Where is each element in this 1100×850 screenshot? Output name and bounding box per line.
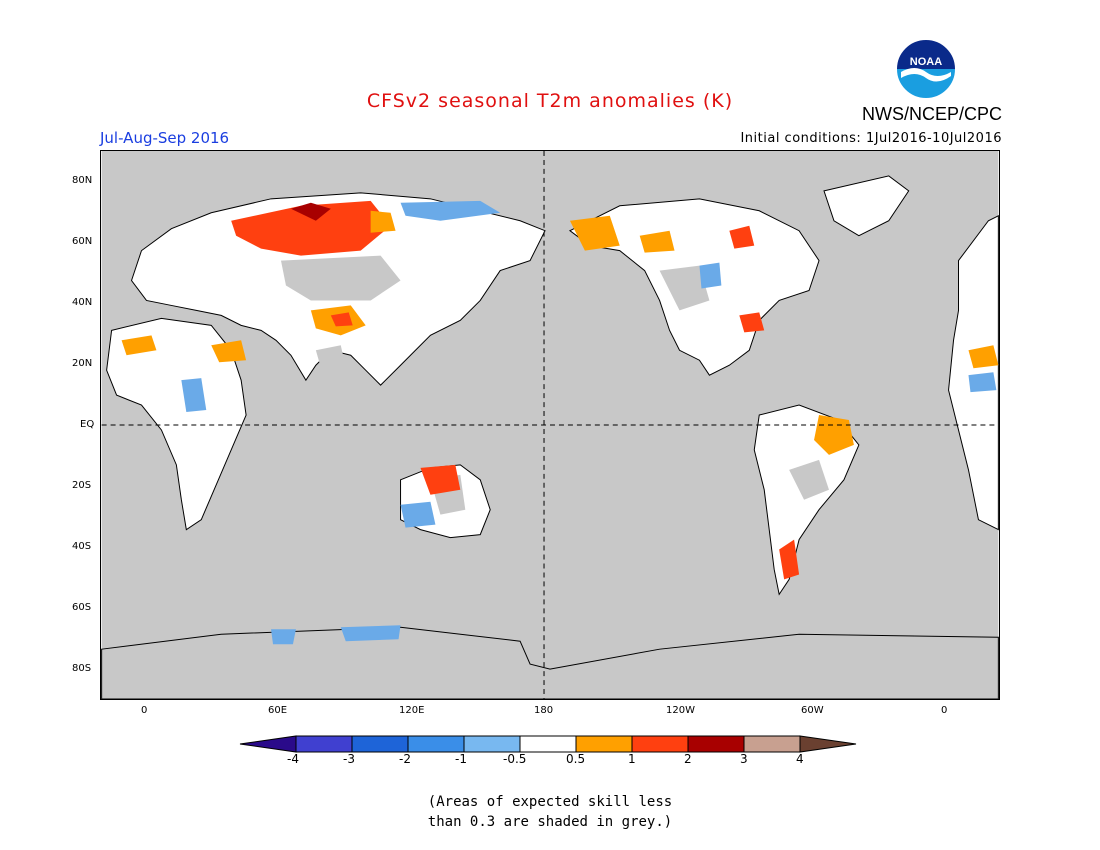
colorbar-swatch xyxy=(239,735,297,753)
colorbar-swatch xyxy=(631,735,689,753)
lon-label: 0 xyxy=(941,705,948,716)
initial-conditions-label: Initial conditions: 1Jul2016-10Jul2016 xyxy=(740,131,1002,146)
colorbar-swatch xyxy=(687,735,745,753)
skill-note: (Areas of expected skill less than 0.3 a… xyxy=(0,792,1100,832)
skill-note-line: than 0.3 are shaded in grey.) xyxy=(427,814,673,830)
colorbar xyxy=(239,735,857,753)
colorbar-swatch xyxy=(407,735,465,753)
lat-label: 80S xyxy=(72,663,92,674)
colorbar-label: -2 xyxy=(399,752,411,766)
lat-label: 60N xyxy=(72,236,93,247)
lon-label: 60W xyxy=(801,705,824,716)
colorbar-label: 3 xyxy=(740,752,748,766)
colorbar-swatch xyxy=(575,735,633,753)
lon-label: 0 xyxy=(141,705,148,716)
colorbar-label: 0.5 xyxy=(566,752,586,766)
europe-africa-wrap xyxy=(948,214,999,531)
australia-warm xyxy=(420,464,461,495)
colorbar-label: 2 xyxy=(684,752,692,766)
lat-label: 80N xyxy=(72,175,93,186)
greenland xyxy=(823,175,910,237)
colorbar-label: 4 xyxy=(796,752,804,766)
organization-label: NWS/NCEP/CPC xyxy=(861,104,1002,124)
colorbar-swatch xyxy=(519,735,577,753)
lat-label: 40N xyxy=(72,297,93,308)
lat-label: 60S xyxy=(72,602,92,613)
colorbar-label: 1 xyxy=(628,752,636,766)
map-title: CFSv2 seasonal T2m anomalies (K) xyxy=(366,90,734,112)
lon-label: 120E xyxy=(399,705,425,716)
low-skill-patches xyxy=(280,255,829,515)
colorbar-label: -1 xyxy=(455,752,467,766)
anomaly-map xyxy=(100,150,1000,700)
lon-label: 120W xyxy=(666,705,695,716)
siberia-warm xyxy=(231,200,391,256)
colorbar-label: -3 xyxy=(343,752,355,766)
skill-note-line: (Areas of expected skill less xyxy=(427,794,673,810)
lon-label: 180 xyxy=(534,705,554,716)
colorbar-swatch xyxy=(799,735,857,753)
africa xyxy=(106,317,247,531)
noaa-logo: NOAA xyxy=(895,38,957,100)
colorbar-swatch xyxy=(295,735,353,753)
colorbar-swatch xyxy=(351,735,409,753)
colorbar-swatch xyxy=(463,735,521,753)
lat-label: 20N xyxy=(72,358,93,369)
colorbar-swatch xyxy=(743,735,801,753)
lat-label: 20S xyxy=(72,480,92,491)
lat-label: EQ xyxy=(80,419,95,430)
colorbar-label: -0.5 xyxy=(503,752,527,766)
lat-label: 40S xyxy=(72,541,92,552)
colorbar-label: -4 xyxy=(287,752,299,766)
cool-anomalies xyxy=(181,200,997,645)
logo-text: NOAA xyxy=(910,56,942,68)
season-label: Jul-Aug-Sep 2016 xyxy=(100,129,230,147)
lon-label: 60E xyxy=(268,705,288,716)
warm-anomalies xyxy=(121,200,999,580)
